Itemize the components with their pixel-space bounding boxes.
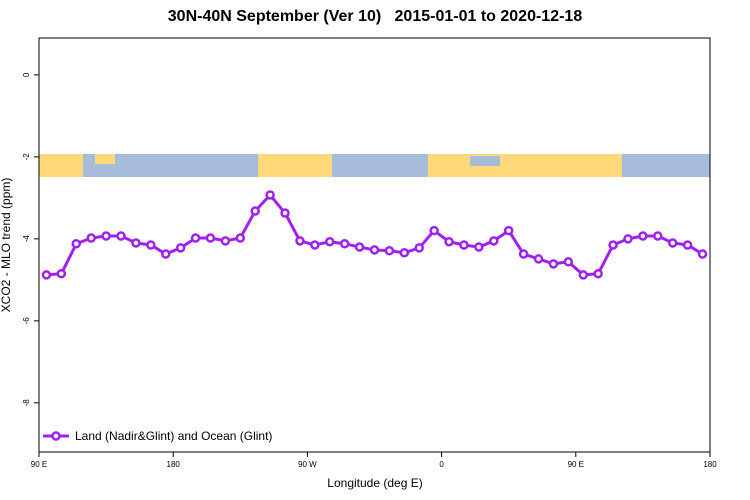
chart-title: 30N-40N September (Ver 10) 2015-01-01 to… [168, 8, 583, 25]
point [131, 238, 141, 248]
point [429, 225, 439, 236]
x-axis-label: Longitude (deg E) [327, 476, 422, 490]
point [101, 231, 111, 241]
legend-label: Land (Nadir&Glint) and Ocean (Glint) [75, 429, 272, 443]
legend-marker [51, 431, 61, 441]
point [489, 236, 499, 246]
point [578, 270, 589, 280]
map-strip [39, 154, 710, 177]
point [563, 257, 574, 267]
point [146, 240, 156, 250]
point [175, 243, 186, 253]
x-tick-label: 180 [703, 460, 717, 469]
point [339, 239, 350, 249]
point [444, 236, 454, 247]
point [56, 268, 67, 279]
y-axis-label: XCO2 - MLO trend (ppm) [0, 178, 13, 313]
point [399, 248, 410, 258]
point [667, 238, 678, 248]
point [295, 236, 305, 246]
point [369, 245, 380, 255]
point [384, 245, 395, 256]
point [235, 233, 246, 243]
y-tick-label: -2 [22, 153, 31, 161]
point [414, 243, 424, 253]
point [250, 206, 260, 216]
point [205, 233, 216, 243]
y-tick-label: 0 [22, 72, 31, 77]
point [623, 234, 633, 244]
y-tick-label: -6 [22, 317, 31, 325]
point [474, 242, 484, 252]
plot-frame [38, 37, 711, 453]
point [459, 240, 469, 250]
x-tick-label: 90 E [568, 460, 584, 469]
point [638, 231, 648, 241]
point [325, 236, 335, 247]
point [265, 190, 275, 200]
point [116, 231, 126, 241]
point [697, 249, 708, 259]
point [354, 242, 365, 252]
point [593, 268, 603, 279]
y-tick-label: -4 [22, 235, 31, 243]
point [533, 254, 544, 264]
point [190, 233, 201, 243]
point [518, 249, 529, 259]
line [46, 192, 704, 277]
x-tick-label: 90 E [31, 460, 47, 469]
x-tick-label: 180 [167, 460, 181, 469]
point [280, 208, 290, 218]
point [160, 249, 171, 259]
x-tick-label: 0 [439, 460, 444, 469]
y-tick-label: -8 [22, 399, 31, 407]
x-tick-label: 90 W [298, 460, 317, 469]
point [310, 240, 320, 250]
point [71, 239, 82, 249]
point [86, 233, 96, 243]
point [608, 240, 618, 250]
point [682, 240, 693, 250]
point [653, 231, 663, 241]
point [503, 225, 514, 236]
point [548, 259, 559, 269]
point [220, 236, 231, 246]
point [41, 270, 52, 280]
